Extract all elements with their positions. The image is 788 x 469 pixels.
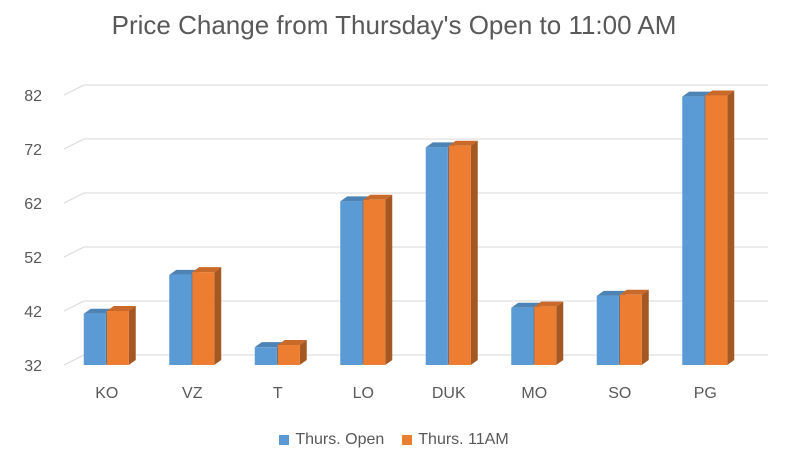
bar-top-duk-open [425,142,455,148]
bar-mo-11am [534,306,557,365]
bar-duk-11am [448,145,471,365]
bar-side-ko-11am [128,306,136,365]
y-tick-label: 72 [24,142,42,159]
legend-swatch-thurs-11am [402,435,413,445]
bar-ko-open [83,313,106,365]
gridline-depth [63,192,85,204]
legend-item-thurs-open: Thurs. Open [279,431,384,449]
bar-top-vz-11am [192,267,222,273]
bar-top-pg-open [682,91,712,97]
bar-top-ko-11am [106,306,136,311]
bar-top-so-open [596,290,626,296]
bar-so-open [596,295,619,365]
x-tick-label: T [273,385,283,402]
bar-ko-11am [106,311,129,365]
bar-top-ko-open [83,308,113,314]
x-tick-label: LO [353,385,374,402]
bar-top-duk-11am [448,140,478,146]
gridline-depth [63,300,85,312]
chart-title: Price Change from Thursday's Open to 11:… [111,10,677,40]
legend-item-thurs-11am: Thurs. 11AM [402,431,509,449]
bar-top-vz-open [169,269,199,275]
bar-top-mo-open [511,302,541,308]
legend-label-thurs-open: Thurs. Open [295,431,385,448]
bar-t-open [254,347,277,365]
bar-duk-open [425,147,448,365]
bar-pg-open [682,96,705,366]
gridline-depth [63,246,85,258]
x-tick-label: MO [521,385,547,402]
gridline-depth [63,354,85,366]
y-tick-label: 42 [24,304,42,321]
bar-top-t-11am [277,340,307,346]
y-tick-label: 62 [24,196,42,213]
gridline-depth [63,138,85,150]
gridline-depth [63,84,85,96]
bar-top-t-open [254,342,284,348]
legend: Thurs. Open Thurs. 11AM [0,431,788,449]
bar-pg-11am [705,95,728,365]
y-tick-label: 82 [24,88,42,105]
bar-top-pg-11am [705,90,735,96]
bar-lo-open [340,201,363,365]
x-tick-label: PG [694,385,717,402]
bar-side-mo-11am [556,301,564,365]
bar-side-duk-11am [470,140,478,365]
bar-side-t-11am [299,340,307,365]
bar-t-11am [277,345,300,365]
legend-swatch-thurs-open [279,435,290,445]
bar-vz-11am [192,272,215,365]
x-axis-ticks: KO VZ T LO DUK MO SO PG [95,385,717,402]
bar-lo-11am [363,199,386,365]
bar-side-lo-11am [385,194,393,365]
y-tick-label: 52 [24,250,42,267]
bar-top-mo-11am [534,301,564,307]
bar-vz-open [169,274,192,365]
bar-side-vz-11am [214,267,222,365]
x-tick-label: KO [95,385,118,402]
x-tick-label: SO [608,385,631,402]
bar-side-pg-11am [727,90,735,365]
legend-label-thurs-11am: Thurs. 11AM [418,431,509,448]
bar-top-so-11am [619,289,649,295]
bar-so-11am [619,294,642,365]
x-tick-label: DUK [432,385,466,402]
bar-side-so-11am [641,289,649,365]
bar-top-lo-11am [363,194,393,200]
bar-mo-open [511,307,534,365]
x-tick-label: VZ [182,385,203,402]
y-axis-ticks: 32 42 52 62 72 82 [24,88,42,375]
y-tick-label: 32 [24,358,42,375]
bars [83,90,735,366]
bar-top-lo-open [340,196,370,202]
